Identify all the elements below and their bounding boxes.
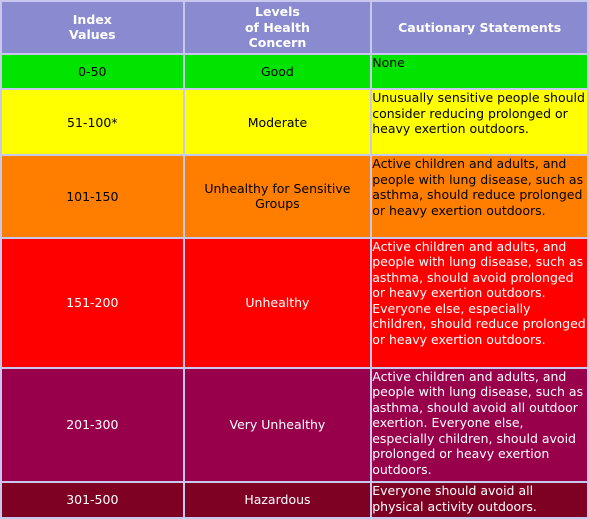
cautionary-statement-cell: Everyone should avoid all physical activ… [372, 483, 587, 517]
levels-header-line-3: Concern [248, 35, 307, 51]
table-header-row: Index Values Levels of Health Concern Ca… [2, 2, 587, 53]
index-values-header: Index Values [2, 2, 183, 53]
index-value-cell: 101-150 [2, 156, 183, 237]
table-row-good: 0-50 Good None [2, 54, 587, 89]
health-concern-cell: Unhealthy for Sensitive Groups [184, 156, 371, 237]
table-row-unhealthy: 151-200 Unhealthy Active children and ad… [2, 238, 587, 367]
health-concern-cell: Unhealthy [184, 238, 371, 367]
cautionary-statement-cell: None [372, 54, 587, 89]
health-concern-cell: Good [184, 54, 371, 89]
index-value-cell: 51-100* [2, 90, 183, 155]
index-header-line-1: Index [72, 11, 112, 27]
levels-header-line-1: Levels [255, 4, 300, 20]
levels-of-health-concern-header: Levels of Health Concern [184, 2, 371, 53]
cautionary-statement-cell: Active children and adults, and people w… [372, 156, 587, 237]
index-header-line-2: Values [69, 27, 116, 43]
health-concern-cell: Very Unhealthy [184, 368, 371, 482]
health-concern-cell: Hazardous [184, 483, 371, 517]
index-value-cell: 301-500 [2, 483, 183, 517]
cautionary-statement-cell: Active children and adults, and people w… [372, 368, 587, 482]
index-value-cell: 151-200 [2, 238, 183, 367]
cautionary-statements-header: Cautionary Statements [372, 2, 587, 53]
table-row-moderate: 51-100* Moderate Unusually sensitive peo… [2, 90, 587, 155]
cautionary-statement-cell: Unusually sensitive people should consid… [372, 90, 587, 155]
levels-header-line-2: of Health [244, 19, 310, 35]
cautionary-statement-cell: Active children and adults, and people w… [372, 238, 587, 367]
table-row-unhealthy-sensitive: 101-150 Unhealthy for Sensitive Groups A… [2, 156, 587, 237]
index-value-cell: 201-300 [2, 368, 183, 482]
index-value-cell: 0-50 [2, 54, 183, 89]
health-concern-cell: Moderate [184, 90, 371, 155]
table-row-very-unhealthy: 201-300 Very Unhealthy Active children a… [2, 368, 587, 482]
table-row-hazardous: 301-500 Hazardous Everyone should avoid … [2, 483, 587, 517]
